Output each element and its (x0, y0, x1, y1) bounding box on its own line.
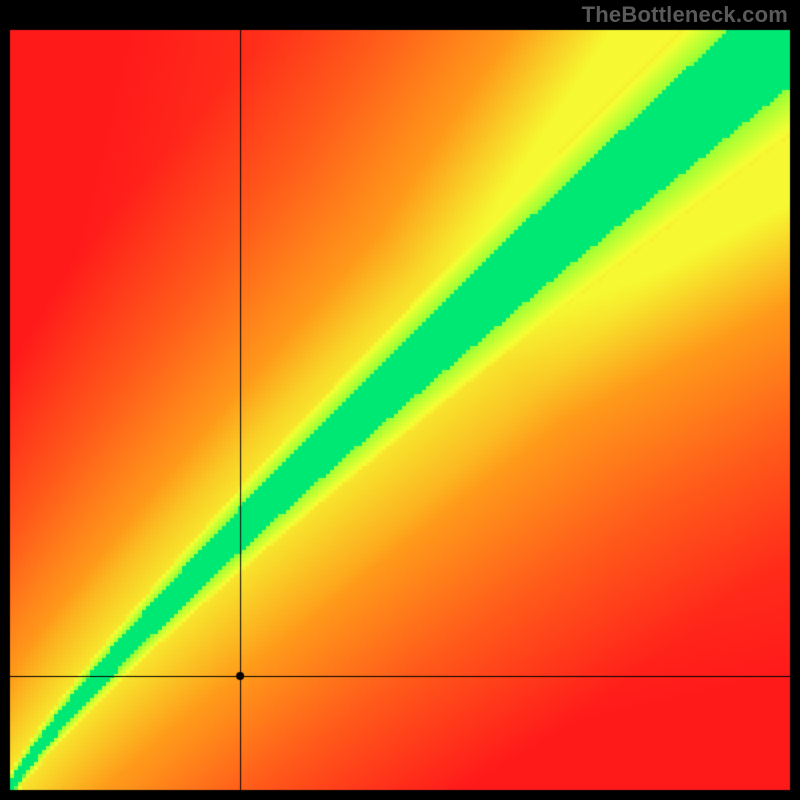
chart-container: TheBottleneck.com (0, 0, 800, 800)
heatmap-canvas (0, 0, 800, 800)
watermark: TheBottleneck.com (582, 2, 788, 28)
